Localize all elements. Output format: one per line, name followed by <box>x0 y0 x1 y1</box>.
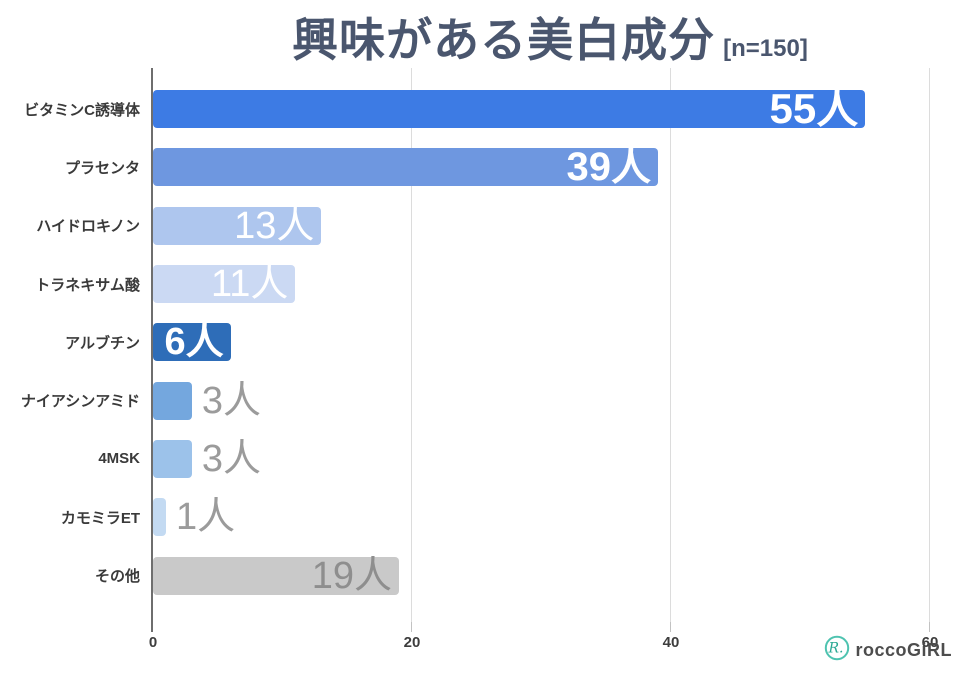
category-label: 4MSK <box>98 450 140 468</box>
category-label: アルブチン <box>65 334 140 352</box>
bar-track: 13人 <box>153 204 930 247</box>
gridline <box>669 68 671 622</box>
bar: 19人 <box>153 554 400 597</box>
category-label: カモミラET <box>60 509 140 527</box>
category-label: ハイドロキノン <box>36 218 140 236</box>
tick-label: 60 <box>921 634 939 651</box>
bar-row: その他 19人 <box>0 546 930 604</box>
title-text: 興味がある美白成分 <box>292 14 716 66</box>
value-label: 3人 <box>201 379 261 422</box>
tick-label: 0 <box>148 634 158 651</box>
tick-label: 40 <box>662 634 680 651</box>
y-axis-line <box>151 68 153 632</box>
bar: 11人 <box>153 263 296 306</box>
gridline <box>410 68 412 622</box>
bar-row: トラネキサム酸 11人 <box>0 255 930 313</box>
value-label: 39人 <box>566 145 652 190</box>
tick-mark <box>410 622 412 632</box>
value-label: 13人 <box>234 204 315 247</box>
value-label: 11人 <box>210 263 289 306</box>
value-label: 3人 <box>201 437 261 480</box>
bar-row: ビタミンC誘導体 55人 <box>0 80 930 138</box>
rocco-girl-logo-icon: R. <box>824 635 850 666</box>
bar: 6人 <box>153 321 231 364</box>
bar-row: 4MSK 3人 <box>0 430 930 488</box>
brand-name: roccoGiRL <box>855 640 952 660</box>
bar: 55人 <box>153 85 866 133</box>
bar-track: 55人 <box>153 85 930 133</box>
brand-logo: R. roccoGiRL <box>824 635 952 666</box>
category-label: トラネキサム酸 <box>35 276 140 294</box>
tick-mark <box>929 622 930 632</box>
category-label: ナイアシンアミド <box>20 393 140 411</box>
x-axis-ticks: 0 20 40 60 <box>149 622 938 662</box>
value-label: 55人 <box>769 85 859 133</box>
bar-row: カモミラET 1人 <box>0 488 930 546</box>
value-label: 6人 <box>164 321 224 364</box>
plot-gridlines <box>153 68 930 622</box>
category-label: ビタミンC誘導体 <box>24 101 140 119</box>
bar-rows: ビタミンC誘導体 55人 プラセンタ 39人 ハイドロキノン 13人 <box>0 80 930 605</box>
bar <box>153 498 166 537</box>
tick-mark <box>669 622 671 632</box>
bar-track: 39人 <box>153 145 930 190</box>
bar-row: アルブチン 6人 <box>0 313 930 371</box>
bar-track: 19人 <box>153 554 930 597</box>
bar-row: ナイアシンアミド 3人 <box>0 371 930 429</box>
category-label: プラセンタ <box>64 159 140 177</box>
bar: 39人 <box>153 145 659 190</box>
value-label: 1人 <box>175 496 236 539</box>
bar-row: プラセンタ 39人 <box>0 138 930 196</box>
bar-track: 3人 <box>153 379 930 422</box>
bar: 13人 <box>153 204 322 247</box>
bar-track: 3人 <box>153 437 930 480</box>
tick-label: 20 <box>403 634 421 651</box>
bar-track: 1人 <box>153 496 930 539</box>
value-label: 19人 <box>311 554 393 597</box>
gridline <box>929 68 930 622</box>
bar-row: ハイドロキノン 13人 <box>0 197 930 255</box>
title-sample-size: [n=150] <box>723 35 808 62</box>
bar-track: 11人 <box>153 263 930 306</box>
svg-text:R.: R. <box>828 641 844 657</box>
bar <box>153 439 192 478</box>
bar-track: 6人 <box>153 321 930 364</box>
chart-title: 興味がある美白成分 [n=150] <box>0 4 960 70</box>
category-label: その他 <box>94 568 140 586</box>
bar <box>153 381 192 420</box>
